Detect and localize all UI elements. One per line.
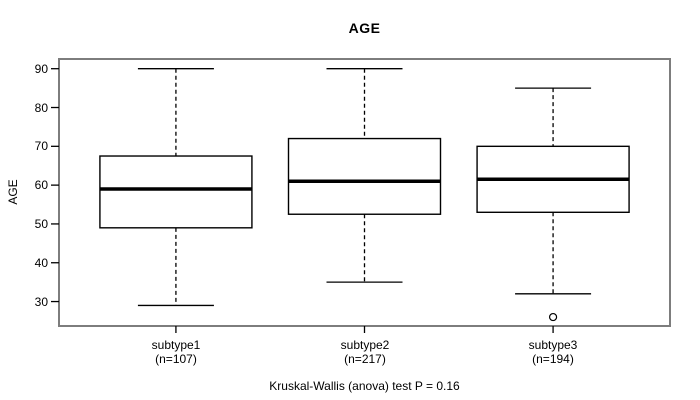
y-tick-label: 30	[34, 295, 48, 309]
stat-test-caption: Kruskal-Wallis (anova) test P = 0.16	[269, 379, 460, 393]
y-tick-label: 50	[34, 217, 48, 231]
chart-title: AGE	[348, 20, 381, 36]
y-tick-label: 90	[34, 62, 48, 76]
y-tick-label: 80	[34, 101, 48, 115]
x-group-label: subtype2 (n=217)	[340, 338, 390, 366]
y-tick-label: 60	[34, 178, 48, 192]
iqr-box	[99, 155, 253, 229]
y-tick-label: 70	[34, 139, 48, 153]
y-tick-label: 40	[34, 256, 48, 270]
x-group-label: subtype3 (n=194)	[528, 338, 578, 366]
outlier-point	[548, 312, 558, 322]
iqr-box	[287, 137, 442, 215]
x-group-label: subtype1 (n=107)	[151, 338, 201, 366]
